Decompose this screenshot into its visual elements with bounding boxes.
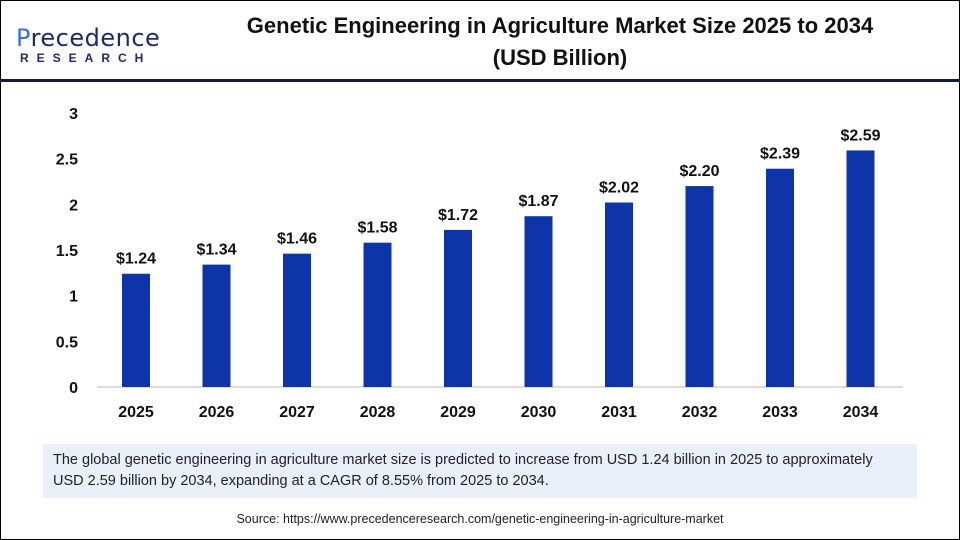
x-tick-label: 2025 bbox=[118, 404, 154, 421]
data-label: $2.59 bbox=[840, 127, 880, 144]
x-tick-label: 2028 bbox=[360, 404, 396, 421]
x-tick-label: 2034 bbox=[843, 404, 879, 421]
bar-chart: 0 0.5 1 1.5 2 2.5 3 $1.24 2025 $1.34 2026 $1.46 2027… bbox=[56, 106, 903, 421]
x-tick-label: 2030 bbox=[521, 404, 557, 421]
header-divider bbox=[0, 79, 960, 82]
source-text: Source: https://www.precedenceresearch.c… bbox=[236, 512, 724, 526]
y-tick-label: 3 bbox=[69, 106, 78, 123]
data-label: $1.72 bbox=[438, 207, 478, 224]
data-label: $1.87 bbox=[518, 193, 558, 210]
x-tick-label: 2026 bbox=[199, 404, 235, 421]
x-tick-label: 2031 bbox=[601, 404, 637, 421]
title-line: Genetic Engineering in Agriculture Marke… bbox=[246, 13, 874, 38]
data-label: $2.02 bbox=[599, 180, 639, 197]
data-label: $1.58 bbox=[357, 220, 397, 237]
bar bbox=[685, 186, 714, 387]
data-label: $2.39 bbox=[760, 146, 800, 163]
bar bbox=[846, 150, 875, 387]
data-label: $1.24 bbox=[116, 251, 156, 268]
logo-text: Precedence bbox=[16, 24, 161, 52]
chart-title: Genetic Engineering in Agriculture Marke… bbox=[190, 10, 930, 74]
bar bbox=[444, 229, 472, 387]
data-label: $2.20 bbox=[679, 163, 719, 180]
bar bbox=[363, 242, 392, 387]
y-tick-label: 0.5 bbox=[56, 334, 78, 351]
bar bbox=[605, 202, 633, 387]
data-label: $1.46 bbox=[277, 231, 317, 248]
x-tick-label: 2027 bbox=[279, 404, 315, 421]
logo-subtext: RESEARCH bbox=[20, 51, 152, 65]
bar bbox=[202, 264, 231, 387]
y-tick-label: 2 bbox=[69, 197, 78, 214]
bar bbox=[766, 168, 794, 387]
y-tick-label: 1 bbox=[69, 289, 78, 306]
y-tick-label: 0 bbox=[69, 380, 78, 397]
logo: Precedence RESEARCH bbox=[16, 24, 166, 65]
bar bbox=[122, 273, 150, 387]
x-tick-label: 2029 bbox=[440, 404, 476, 421]
x-tick-label: 2032 bbox=[682, 404, 718, 421]
x-tick-label: 2033 bbox=[762, 404, 798, 421]
subtitle-line: (USD Billion) bbox=[492, 45, 628, 70]
data-label: $1.34 bbox=[196, 242, 236, 259]
y-tick-label: 1.5 bbox=[56, 243, 78, 260]
bar bbox=[524, 216, 553, 387]
bar bbox=[283, 253, 311, 387]
summary-note: The global genetic engineering in agricu… bbox=[43, 444, 917, 498]
y-tick-label: 2.5 bbox=[56, 152, 78, 169]
